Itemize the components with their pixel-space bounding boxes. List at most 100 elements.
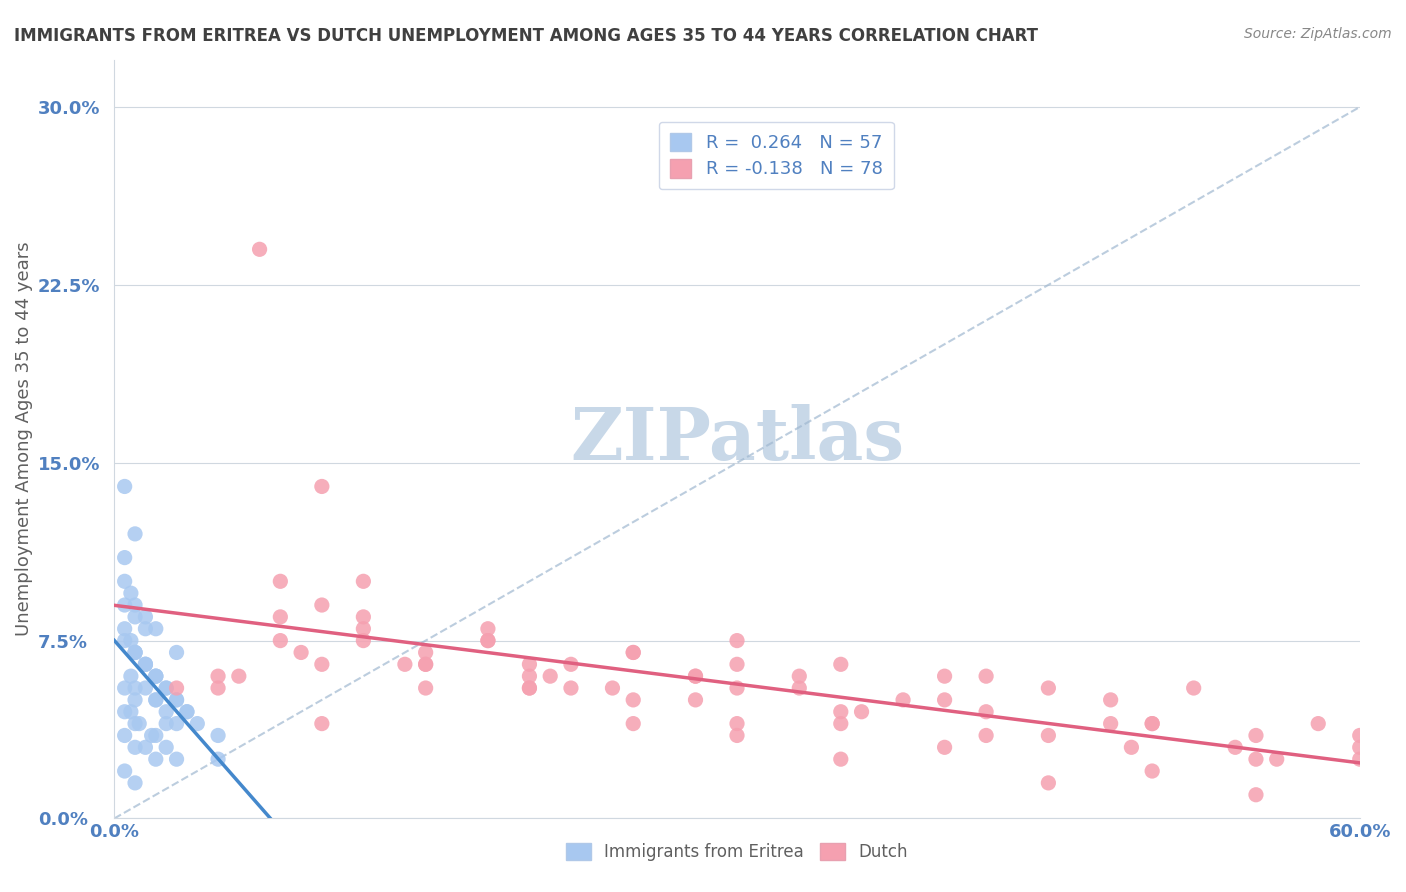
Point bbox=[124, 776, 146, 790]
Point bbox=[166, 716, 188, 731]
Point bbox=[155, 716, 177, 731]
Point bbox=[124, 740, 146, 755]
Point bbox=[134, 657, 156, 672]
Point bbox=[166, 693, 188, 707]
Point bbox=[725, 633, 748, 648]
Point bbox=[787, 669, 810, 683]
Point bbox=[1348, 729, 1371, 743]
Point bbox=[145, 669, 167, 683]
Point bbox=[1182, 681, 1205, 695]
Point bbox=[1244, 752, 1267, 766]
Point bbox=[141, 729, 163, 743]
Point bbox=[145, 693, 167, 707]
Point bbox=[1038, 681, 1060, 695]
Point bbox=[145, 729, 167, 743]
Point bbox=[725, 716, 748, 731]
Point bbox=[477, 622, 499, 636]
Point bbox=[145, 752, 167, 766]
Point bbox=[166, 693, 188, 707]
Point bbox=[120, 705, 142, 719]
Point bbox=[352, 610, 374, 624]
Point bbox=[124, 693, 146, 707]
Point bbox=[207, 669, 229, 683]
Point bbox=[352, 633, 374, 648]
Point bbox=[415, 645, 437, 659]
Point bbox=[519, 669, 541, 683]
Point bbox=[830, 752, 852, 766]
Y-axis label: Unemployment Among Ages 35 to 44 years: Unemployment Among Ages 35 to 44 years bbox=[15, 242, 32, 636]
Point bbox=[538, 669, 561, 683]
Point bbox=[725, 657, 748, 672]
Point bbox=[1121, 740, 1143, 755]
Point bbox=[602, 681, 624, 695]
Point bbox=[114, 598, 136, 612]
Point bbox=[560, 657, 582, 672]
Point bbox=[145, 622, 167, 636]
Point bbox=[934, 693, 956, 707]
Point bbox=[621, 693, 644, 707]
Text: IMMIGRANTS FROM ERITREA VS DUTCH UNEMPLOYMENT AMONG AGES 35 TO 44 YEARS CORRELAT: IMMIGRANTS FROM ERITREA VS DUTCH UNEMPLO… bbox=[14, 27, 1038, 45]
Point bbox=[311, 479, 333, 493]
Point bbox=[519, 681, 541, 695]
Point bbox=[290, 645, 312, 659]
Point bbox=[114, 764, 136, 778]
Point bbox=[176, 705, 198, 719]
Point bbox=[974, 729, 997, 743]
Point bbox=[685, 693, 707, 707]
Point bbox=[249, 243, 271, 257]
Point bbox=[269, 574, 291, 589]
Point bbox=[120, 586, 142, 600]
Point bbox=[725, 681, 748, 695]
Point bbox=[685, 669, 707, 683]
Point bbox=[207, 681, 229, 695]
Point bbox=[394, 657, 416, 672]
Point bbox=[134, 657, 156, 672]
Point bbox=[114, 729, 136, 743]
Point bbox=[124, 645, 146, 659]
Point bbox=[1225, 740, 1247, 755]
Point bbox=[1348, 740, 1371, 755]
Point bbox=[166, 645, 188, 659]
Point bbox=[519, 657, 541, 672]
Point bbox=[155, 681, 177, 695]
Point bbox=[145, 669, 167, 683]
Point bbox=[1099, 716, 1122, 731]
Point bbox=[1099, 693, 1122, 707]
Point bbox=[124, 681, 146, 695]
Point bbox=[352, 622, 374, 636]
Point bbox=[155, 681, 177, 695]
Point bbox=[311, 598, 333, 612]
Point bbox=[207, 752, 229, 766]
Text: ZIPatlas: ZIPatlas bbox=[569, 403, 904, 475]
Point bbox=[134, 681, 156, 695]
Point bbox=[1348, 752, 1371, 766]
Point bbox=[1308, 716, 1330, 731]
Point bbox=[134, 622, 156, 636]
Point bbox=[1140, 764, 1163, 778]
Point bbox=[114, 479, 136, 493]
Point bbox=[352, 574, 374, 589]
Point bbox=[134, 740, 156, 755]
Point bbox=[415, 657, 437, 672]
Point bbox=[934, 669, 956, 683]
Point bbox=[1140, 716, 1163, 731]
Point bbox=[621, 645, 644, 659]
Point bbox=[155, 705, 177, 719]
Point bbox=[114, 622, 136, 636]
Point bbox=[1244, 788, 1267, 802]
Point bbox=[685, 669, 707, 683]
Point bbox=[166, 681, 188, 695]
Point bbox=[124, 598, 146, 612]
Point bbox=[114, 550, 136, 565]
Point bbox=[124, 645, 146, 659]
Point bbox=[851, 705, 873, 719]
Point bbox=[787, 681, 810, 695]
Point bbox=[1038, 776, 1060, 790]
Point bbox=[830, 657, 852, 672]
Point bbox=[269, 610, 291, 624]
Point bbox=[114, 574, 136, 589]
Point bbox=[311, 716, 333, 731]
Point bbox=[934, 740, 956, 755]
Point bbox=[725, 729, 748, 743]
Text: Source: ZipAtlas.com: Source: ZipAtlas.com bbox=[1244, 27, 1392, 41]
